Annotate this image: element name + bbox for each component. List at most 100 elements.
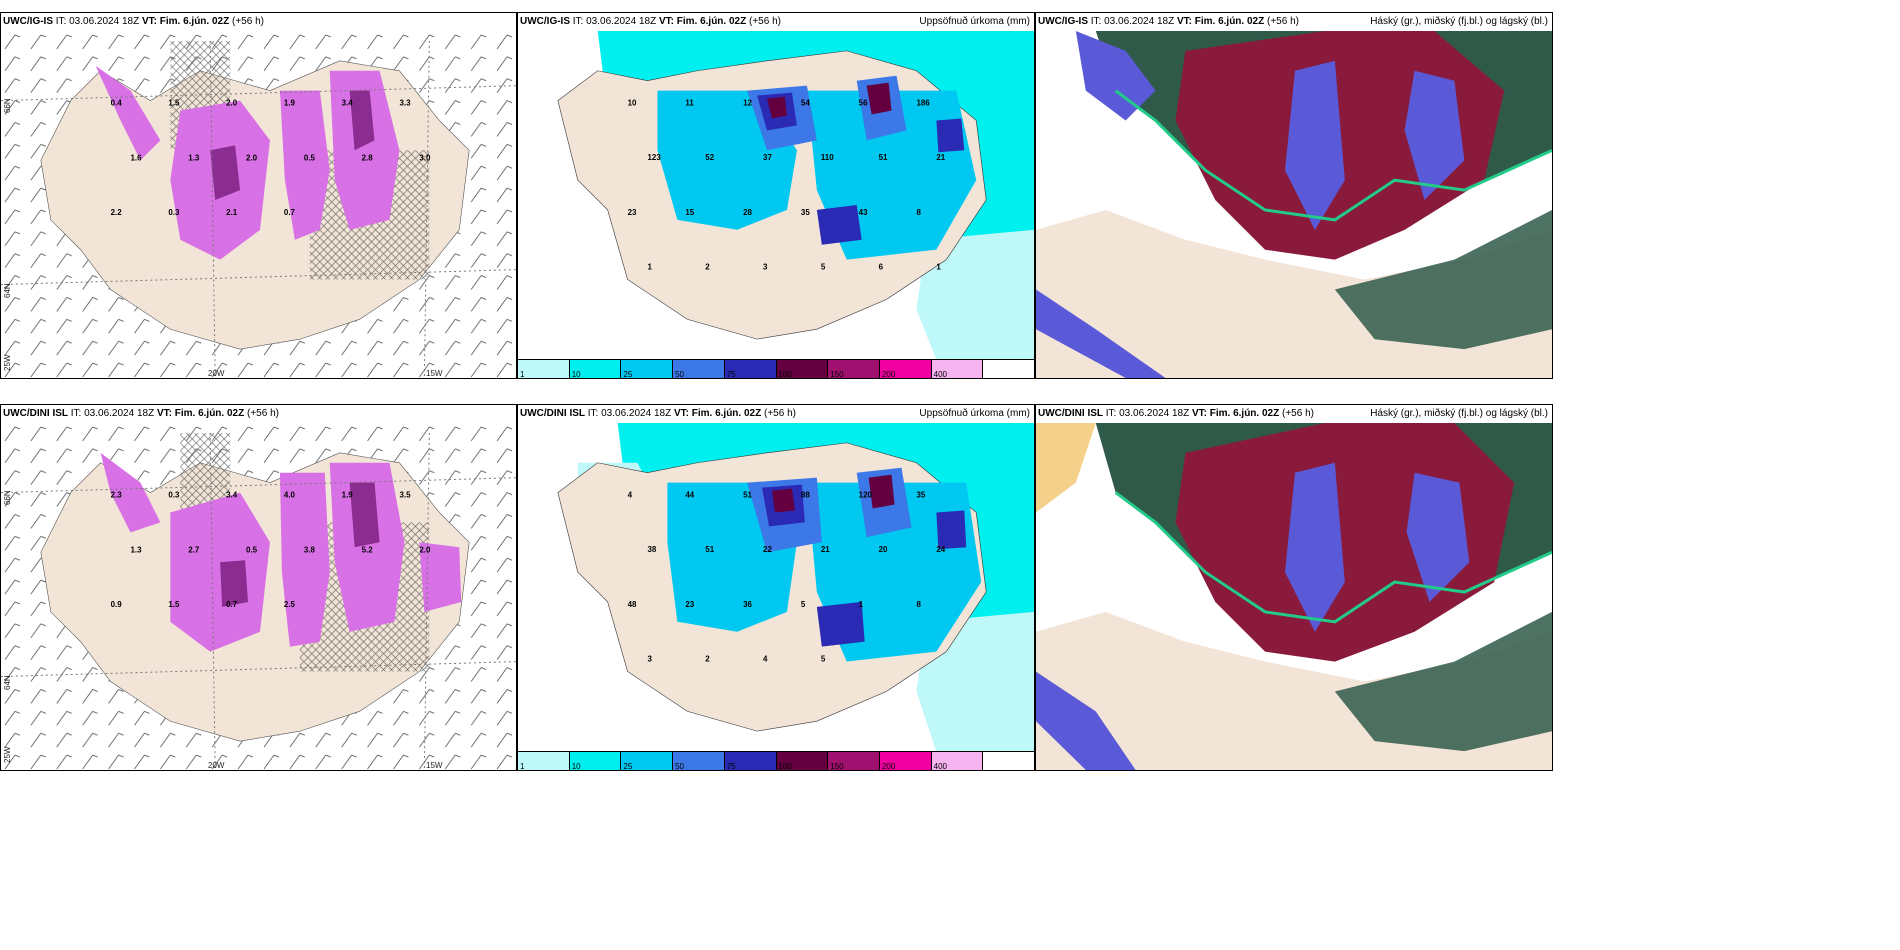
value-label: 4	[763, 655, 768, 664]
colorbar-swatch: 200	[879, 752, 932, 770]
value-label: 22	[763, 545, 772, 554]
lon-label-left: 25W	[3, 354, 12, 371]
colorbar-label: 150	[830, 370, 844, 379]
value-label: 5.2	[362, 545, 374, 554]
value-label: 20	[879, 545, 888, 554]
value-label: 24	[936, 545, 945, 554]
value-label: 3.3	[399, 99, 411, 108]
value-label: 1.3	[188, 153, 200, 162]
panel-ig-is-precip: UWC/IG-IS IT: 03.06.2024 18Z VT: Fim. 6.…	[517, 12, 1035, 379]
value-label: 2	[705, 655, 710, 664]
value-label: 0.3	[168, 208, 180, 217]
value-label: 43	[859, 208, 868, 217]
panel-right-title: Háský (gr.), miðský (fj.bl.) og lágský (…	[1370, 16, 1548, 27]
value-label: 2.0	[419, 545, 431, 554]
colorbar-swatch: 150	[828, 752, 880, 770]
panel-header: UWC/IG-IS IT: 03.06.2024 18Z VT: Fim. 6.…	[1038, 16, 1548, 27]
lat-label-top: 66N	[3, 490, 12, 505]
value-label: 2.0	[246, 153, 258, 162]
value-label: 0.7	[226, 600, 238, 609]
lon-label-right: 15W	[426, 369, 443, 378]
map-wind-precip: 0.4 1.5 2.0 1.9 3.4 3.3 1.6 1.3 2.0 0.5 2.8 3.0 2.2 0…	[1, 31, 516, 378]
value-label: 5	[801, 600, 806, 609]
panel-dini-clouds: UWC/DINI ISL IT: 03.06.2024 18Z VT: Fim.…	[1035, 404, 1553, 771]
value-label: 2.7	[188, 545, 200, 554]
value-label: 88	[801, 491, 810, 500]
colorbar-swatch	[983, 360, 1034, 378]
value-label: 0.5	[246, 545, 258, 554]
value-label: 21	[821, 545, 830, 554]
colorbar-label: 400	[933, 370, 947, 379]
value-label: 5	[821, 263, 826, 272]
value-label: 51	[705, 545, 714, 554]
value-label: 44	[685, 491, 694, 500]
value-label: 35	[916, 491, 925, 500]
colorbar-label: 75	[726, 762, 736, 771]
value-label: 2.2	[111, 208, 123, 217]
value-label: 0.5	[304, 153, 316, 162]
value-label: 4	[628, 491, 633, 500]
lon-label-left: 25W	[3, 746, 12, 763]
colorbar-swatch: 400	[931, 360, 984, 379]
value-label: 5	[821, 655, 826, 664]
colorbar-swatch: 100	[776, 360, 829, 379]
panel-right-title: Uppsöfnuð úrkoma (mm)	[919, 408, 1030, 419]
colorbar-swatch: 50	[673, 752, 725, 770]
value-label: 3.4	[342, 99, 354, 108]
value-label: 54	[801, 99, 810, 108]
panel-right-title: Háský (gr.), miðský (fj.bl.) og lágský (…	[1370, 408, 1548, 419]
map-clouds	[1036, 423, 1552, 770]
panel-header: UWC/DINI ISL IT: 03.06.2024 18Z VT: Fim.…	[520, 408, 1030, 419]
colorbar-label: 100	[778, 370, 792, 379]
value-label: 1	[936, 263, 941, 272]
colorbar-label: 100	[778, 762, 792, 771]
value-label: 35	[801, 208, 810, 217]
value-label: 15	[685, 208, 694, 217]
colorbar-label: 10	[571, 762, 581, 771]
value-label: 21	[936, 153, 945, 162]
map-svg	[1036, 423, 1552, 770]
lon-label-mid: 20W	[208, 761, 225, 770]
value-label: 3.5	[399, 491, 411, 500]
value-label: 1.9	[342, 491, 354, 500]
map-accum-precip: 4 44 51 88 120 35 38 51 22 21 20 24 48 23 36 5 1 8 3 2 4 5	[518, 423, 1034, 752]
map-wind-precip: 2.3 0.3 3.4 4.0 1.9 3.5 1.3 2.7 0.5 3.8 5.2 2.0 0.9 1…	[1, 423, 516, 770]
value-label: 4.0	[284, 491, 296, 500]
value-label: 8	[916, 208, 921, 217]
value-label: 1	[859, 600, 864, 609]
panel-dini-wind: UWC/DINI ISL IT: 03.06.2024 18Z VT: Fim.…	[0, 404, 517, 771]
value-label: 8	[916, 600, 921, 609]
colorbar-label: 50	[675, 370, 685, 379]
value-label: 120	[859, 491, 873, 500]
map-svg	[1036, 31, 1552, 378]
value-label: 2.8	[362, 153, 374, 162]
value-label: 110	[821, 153, 834, 162]
value-label: 23	[628, 208, 637, 217]
colorbar-label: 25	[623, 370, 633, 379]
colorbar-label: 150	[830, 762, 844, 771]
lat-label-bottom: 64N	[3, 675, 12, 690]
value-label: 36	[743, 600, 752, 609]
value-label: 2.3	[111, 491, 123, 500]
panel-ig-is-clouds: UWC/IG-IS IT: 03.06.2024 18Z VT: Fim. 6.…	[1035, 12, 1553, 379]
lat-label-top: 66N	[3, 98, 12, 113]
value-label: 3	[763, 263, 768, 272]
value-label: 1.6	[130, 153, 142, 162]
map-clouds	[1036, 31, 1552, 378]
panel-ig-is-wind: UWC/IG-IS IT: 03.06.2024 18Z VT: Fim. 6.…	[0, 12, 517, 379]
colorbar-swatch: 200	[879, 360, 932, 378]
colorbar-label: 25	[623, 762, 633, 771]
value-label: 0.3	[168, 491, 180, 500]
map-svg: 0.4 1.5 2.0 1.9 3.4 3.3 1.6 1.3 2.0 0.5 2.8 3.0 2.2 0…	[1, 31, 516, 378]
panel-header: UWC/IG-IS IT: 03.06.2024 18Z VT: Fim. 6.…	[520, 16, 1030, 27]
value-label: 2.5	[284, 600, 296, 609]
value-label: 2.1	[226, 208, 238, 217]
value-label: 52	[705, 153, 714, 162]
colorbar-label: 50	[675, 762, 685, 771]
value-label: 0.7	[284, 208, 296, 217]
value-label: 3.4	[226, 491, 238, 500]
colorbar-label: 75	[726, 370, 736, 379]
value-label: 6	[879, 263, 884, 272]
value-label: 11	[685, 99, 694, 108]
